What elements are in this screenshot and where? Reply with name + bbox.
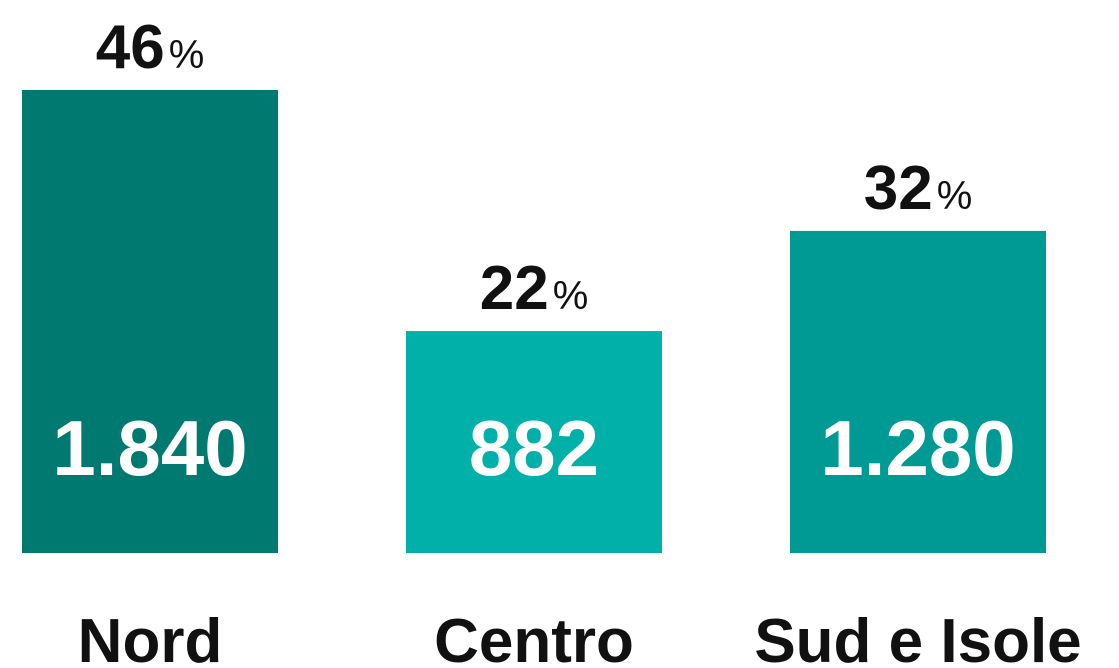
value-label: 882 [469,404,599,492]
percentage-label: 32% [864,154,973,223]
value-label: 1.840 [52,404,247,492]
category-label: Sud e Isole [754,607,1081,668]
category-label: Nord [78,607,223,668]
category-label: Centro [434,607,634,668]
bar [22,90,278,553]
bar [790,230,1046,554]
percentage-label: 46% [96,13,205,82]
bar [406,331,662,553]
value-label: 1.280 [820,404,1015,492]
percentage-label: 22% [480,254,589,323]
